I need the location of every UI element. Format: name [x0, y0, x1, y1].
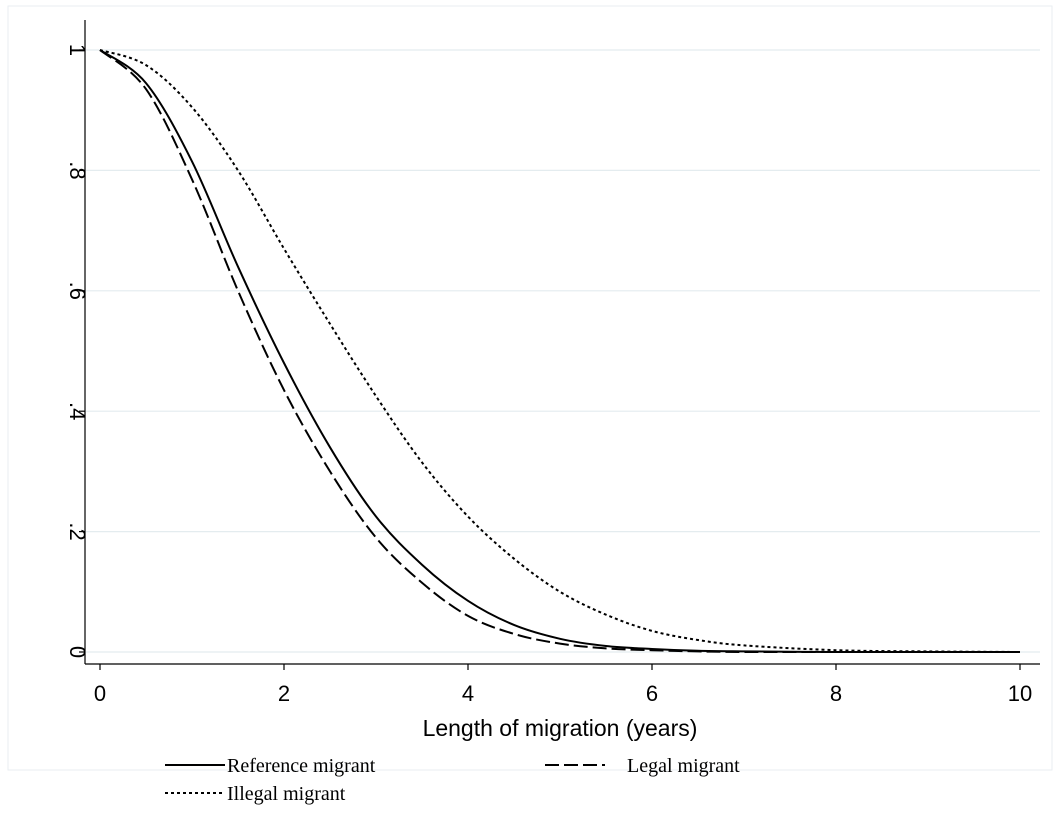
x-tick-label: 4: [462, 681, 474, 706]
x-tick-label: 10: [1008, 681, 1032, 706]
legend: Reference migrant Legal migrant Illegal mi…: [165, 755, 740, 805]
y-tick-label: .4: [65, 402, 90, 420]
x-tick-label: 8: [830, 681, 842, 706]
series-line-1: [99, 49, 1020, 654]
y-tick-label: .6: [65, 282, 90, 300]
legend-label-0: Reference migrant: [227, 755, 376, 777]
x-tick-label: 0: [94, 681, 106, 706]
legend-label-1: Legal migrant: [627, 755, 740, 777]
series-line-2: [99, 49, 1021, 653]
y-tick-label: 1: [65, 44, 90, 56]
plot-region-background: [7, 5, 1053, 771]
ticks: 0.2.4.6.810 2 4 6 8 10: [65, 44, 1032, 706]
x-axis-title: Length of migration (years): [423, 715, 698, 741]
y-tick-label: .2: [65, 522, 90, 540]
x-tick-label: 2: [278, 681, 290, 706]
legend-label-2: Illegal migrant: [227, 783, 346, 805]
axes: [84, 20, 1040, 665]
x-tick-label: 6: [646, 681, 658, 706]
y-tick-label: 0: [65, 646, 90, 658]
y-tick-label: .8: [65, 161, 90, 179]
series-lines: [99, 49, 1021, 654]
